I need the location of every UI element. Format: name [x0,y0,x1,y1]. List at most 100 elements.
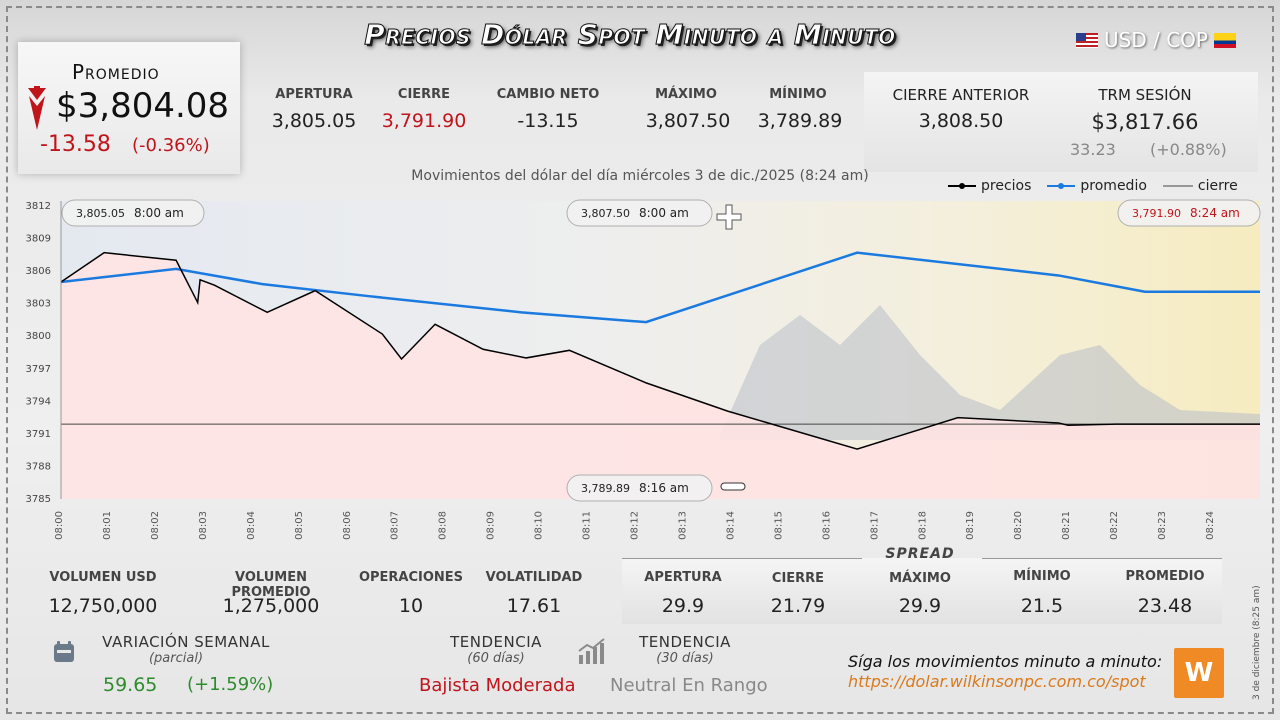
y-tick-label: 3812 [26,201,51,212]
promedio-panel [18,42,240,174]
volatilidad-label: VOLATILIDAD [485,570,583,585]
spread-divider-left [622,558,862,559]
y-tick-label: 3800 [26,331,51,342]
spread-maximo-label: MÁXIMO [889,571,951,586]
wilkinson-logo[interactable]: W [1174,648,1224,698]
x-tick-label: 08:12 [630,511,641,540]
tendencia-30-label: TENDENCIA [639,633,731,651]
trm-change-pct: (+0.88%) [1150,140,1227,159]
promedio-value: $3,804.08 [56,86,230,126]
currency-pair[interactable]: USD / COP [1076,28,1236,52]
tendencia-60-sub: (60 días) [467,651,525,666]
spread-promedio-value: 23.48 [1137,595,1193,617]
x-tick-label: 08:13 [677,511,688,540]
x-tick-label: 08:21 [1061,511,1072,540]
tendencia-60-value: Bajista Moderada [419,675,576,696]
legend-promedio: promedio [1047,178,1147,194]
stat-apertura-value: 3,805.05 [271,110,357,132]
stat-apertura-label: APERTURA [275,87,353,102]
spread-apertura-value: 29.9 [661,595,705,617]
spread-apertura-label: APERTURA [644,570,722,585]
precios-line [60,251,1260,450]
chart-subtitle: Movimientos del dólar del día miércoles … [411,168,869,184]
min-annotation-value: 3,789.89 [581,482,630,495]
page-title: Precios Dólar Spot Minuto a Minuto [364,18,896,52]
scroll-handle [720,482,746,491]
volumen-promedio-label: VOLUMEN PROMEDIO [231,570,311,600]
y-tick-label: 3788 [26,461,51,472]
footer-text: Síga los movimientos minuto a minuto: [848,652,1163,671]
x-tick-label: 08:19 [965,511,976,540]
volumen-usd-value: 12,750,000 [48,595,158,617]
x-tick-label: 08:08 [438,511,449,540]
legend-cierre-label: cierre [1197,178,1238,194]
promedio-change-pct: (-0.36%) [132,135,210,156]
y-tick-label: 3797 [26,364,51,375]
open-annotation-time: 8:00 am [134,206,184,220]
operaciones-value: 10 [398,595,424,617]
x-tick-label: 08:07 [390,511,401,540]
spread-minimo-label: MÍNIMO [1013,569,1071,584]
promedio-line [60,251,1260,324]
logo-text: W [1184,658,1214,688]
x-tick-label: 08:22 [1109,511,1120,540]
x-tick-label: 08:20 [1013,511,1024,540]
x-tick-label: 08:10 [534,511,545,540]
spread-title: SPREAD [885,546,955,562]
spread-cierre-value: 21.79 [770,595,826,617]
close-annotation-box [1117,199,1261,227]
spread-promedio-label: PROMEDIO [1125,569,1205,584]
x-tick-label: 08:11 [582,511,593,540]
spread-cierre-label: CIERRE [771,571,825,586]
y-tick-label: 3806 [26,266,51,277]
stat-cambio-label: CAMBIO NETO [496,87,600,102]
cierre-anterior-value: 3,808.50 [918,110,1004,132]
x-tick-label: 08:23 [1157,511,1168,540]
price-chart[interactable]: 3,805.05 8:00 am 3,807.50 8:00 am 3,791.90 8:… [0,195,1280,555]
close-annotation: 3,791.90 8:24 am [1117,199,1261,227]
y-tick-label: 3785 [26,494,51,505]
x-tick-label: 08:02 [150,511,161,540]
x-tick-label: 08:04 [246,511,257,540]
variacion-label: VARIACIÓN SEMANAL [102,633,270,651]
trm-value: $3,817.66 [1091,110,1199,134]
open-annotation-value: 3,805.05 [76,207,125,220]
timestamp-stamp: 3 de diciembre (8:25 am) [1252,585,1262,700]
open-annotation: 3,805.05 8:00 am [61,199,205,227]
y-tick-label: 3794 [26,396,51,407]
tendencia-30-value: Neutral En Rango [610,675,768,696]
x-tick-label: 08:17 [869,511,880,540]
x-tick-label: 08:06 [342,511,353,540]
x-tick-label: 08:24 [1205,511,1216,540]
footer-link[interactable]: https://dolar.wilkinsonpc.com.co/spot [848,672,1146,691]
promedio-change: -13.58 [40,132,111,157]
trm-change: 33.23 [1070,140,1116,159]
legend-precios: precios [948,178,1031,194]
y-tick-label: 3803 [26,299,51,310]
legend-cierre: cierre [1162,178,1238,194]
x-tick-label: 08:01 [102,511,113,540]
max-annotation-value: 3,807.50 [581,207,630,220]
spread-minimo-value: 21.5 [1020,595,1064,617]
stat-maximo-label: MÁXIMO [655,87,717,102]
currency-pair-label: USD / COP [1104,28,1208,52]
mountain-decoration [720,305,1260,440]
legend-precios-label: precios [981,178,1032,194]
volumen-promedio-value: 1,275,000 [222,595,320,617]
stat-cierre-value: 3,791.90 [381,110,467,132]
variacion-pct: (+1.59%) [187,674,274,695]
tendencia-30-sub: (30 días) [656,651,714,666]
min-annotation-time: 8:16 am [639,481,689,495]
max-annotation-time: 8:00 am [639,206,689,220]
close-annotation-time: 8:24 am [1190,206,1240,220]
max-annotation-box [566,199,713,227]
promedio-label: Promedio [72,60,160,84]
stat-cambio-value: -13.15 [517,110,579,132]
spread-divider-right [982,558,1222,559]
x-tick-label: 08:09 [486,511,497,540]
close-annotation-value: 3,791.90 [1132,207,1181,220]
operaciones-label: OPERACIONES [358,570,464,585]
variacion-sub: (parcial) [148,651,204,666]
x-tick-label: 08:16 [821,511,832,540]
stat-minimo-value: 3,789.89 [757,110,843,132]
